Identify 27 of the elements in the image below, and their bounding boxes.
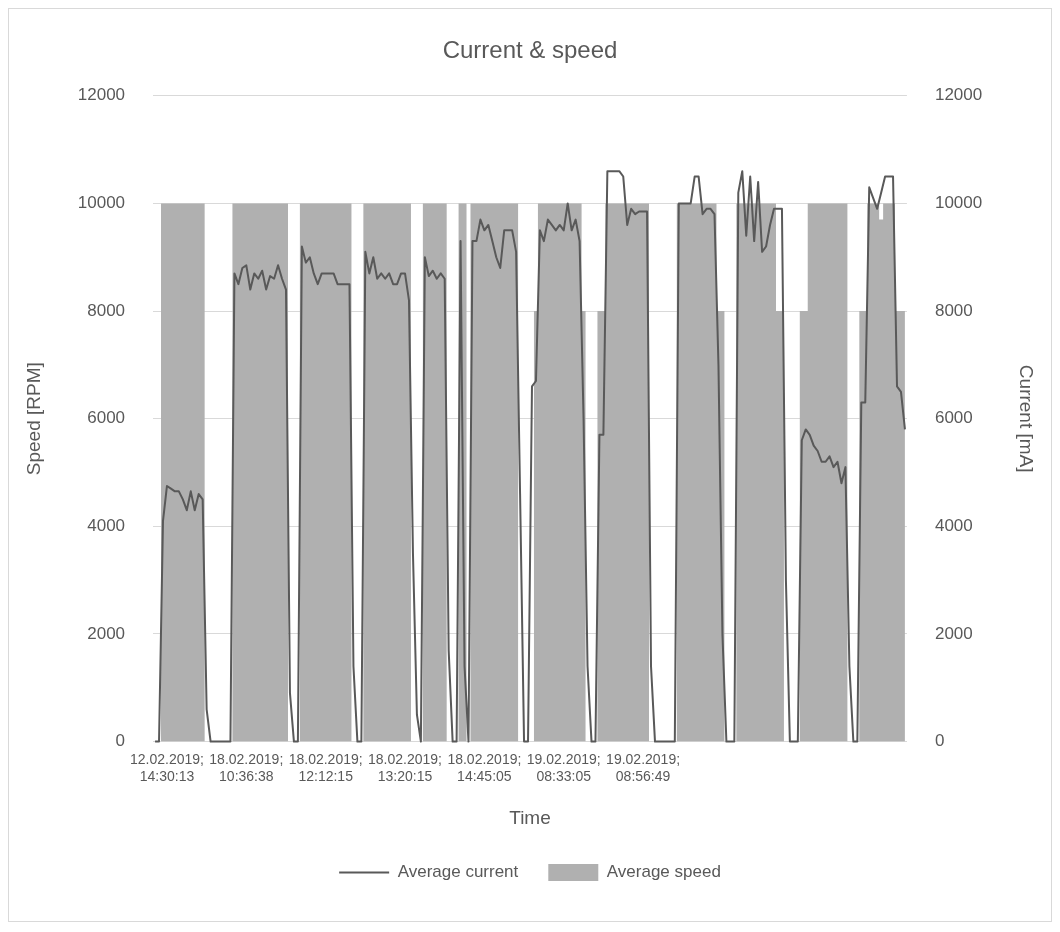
x-tick-label: 18.02.2019; 12:12:15 <box>288 750 363 784</box>
y2-tick-label: 0 <box>934 731 945 751</box>
y-tick-label: 2000 <box>87 623 126 643</box>
x-tick-label: 18.02.2019; 10:36:38 <box>209 750 284 784</box>
y-tick-label: 10000 <box>77 193 126 213</box>
y2-tick-label: 4000 <box>934 516 973 536</box>
y-tick-label: 4000 <box>87 516 126 536</box>
legend-label: Average speed <box>606 862 721 882</box>
y-axis-title: Speed [RPM] <box>22 362 44 476</box>
x-tick-label: 12.02.2019; 14:30:13 <box>129 750 204 784</box>
y-tick-label: 12000 <box>77 85 126 105</box>
x-tick-label: 19.02.2019; 08:56:49 <box>606 750 681 784</box>
legend-label: Average current <box>397 862 519 882</box>
y2-tick-label: 6000 <box>934 408 973 428</box>
x-tick-label: 18.02.2019; 14:45:05 <box>447 750 522 784</box>
y2-tick-label: 2000 <box>934 623 973 643</box>
y2-tick-label: 10000 <box>934 193 983 213</box>
x-tick-label: 18.02.2019; 13:20:15 <box>368 750 442 784</box>
y2-tick-label: 8000 <box>934 300 973 320</box>
chart-title: Current & speed <box>442 36 618 64</box>
y2-tick-label: 12000 <box>934 85 983 105</box>
y-tick-label: 6000 <box>87 408 126 428</box>
y-tick-label: 8000 <box>87 300 126 320</box>
x-axis-title: Time <box>509 806 551 828</box>
y2-axis-title: Current [mA] <box>1016 364 1038 473</box>
x-tick-label: 19.02.2019; 08:33:05 <box>526 750 601 784</box>
y-tick-label: 0 <box>115 731 126 751</box>
